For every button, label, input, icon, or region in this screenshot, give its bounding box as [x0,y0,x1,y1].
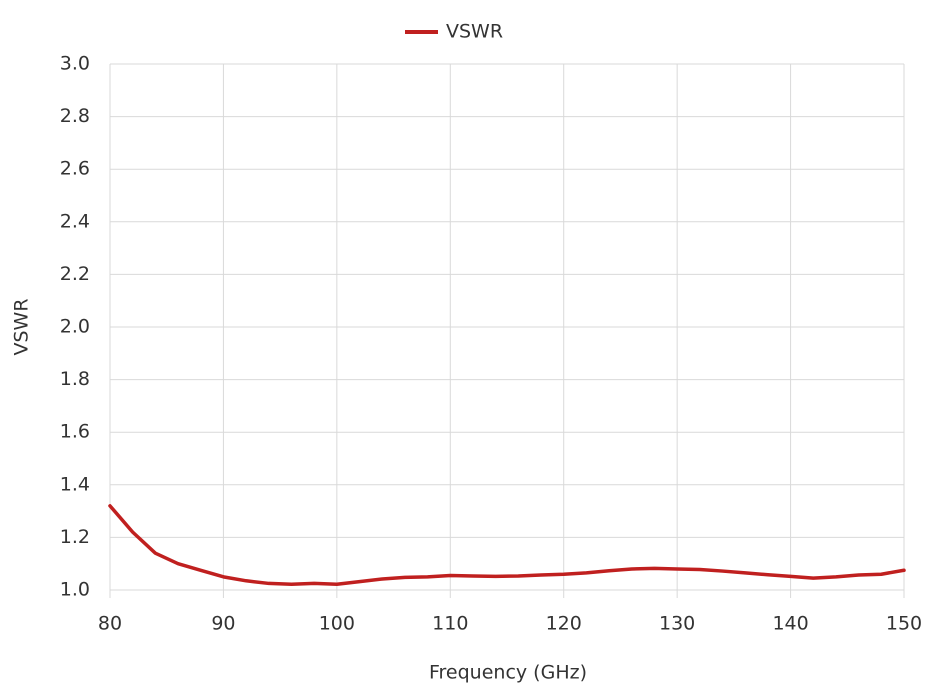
y-tick-label: 1.6 [60,421,90,443]
y-axis-label: VSWR [11,298,33,355]
x-tick-label: 120 [546,613,582,635]
y-tick-label: 1.8 [60,368,90,390]
x-tick-label: 90 [211,613,235,635]
y-tick-label: 2.4 [60,210,90,232]
x-tick-label: 150 [886,613,922,635]
data-line [108,504,906,586]
x-axis-label: Frequency (GHz) [429,662,587,684]
legend-label: VSWR [446,21,503,43]
x-tick-label: 130 [659,613,695,635]
y-tick-label: 1.2 [60,526,90,548]
y-tick-label: 2.8 [60,105,90,127]
x-tick-label: 100 [319,613,355,635]
x-tick-label: 110 [432,613,468,635]
y-tick-label: 2.6 [60,158,90,180]
y-tick-label: 1.0 [60,579,90,601]
y-tick-label: 2.2 [60,263,90,285]
x-tick-label: 80 [98,613,122,635]
x-tick-label: 140 [772,613,808,635]
y-tick-label: 1.4 [60,473,90,495]
y-tick-label: 3.0 [60,53,90,75]
y-tick-label: 2.0 [60,316,90,338]
